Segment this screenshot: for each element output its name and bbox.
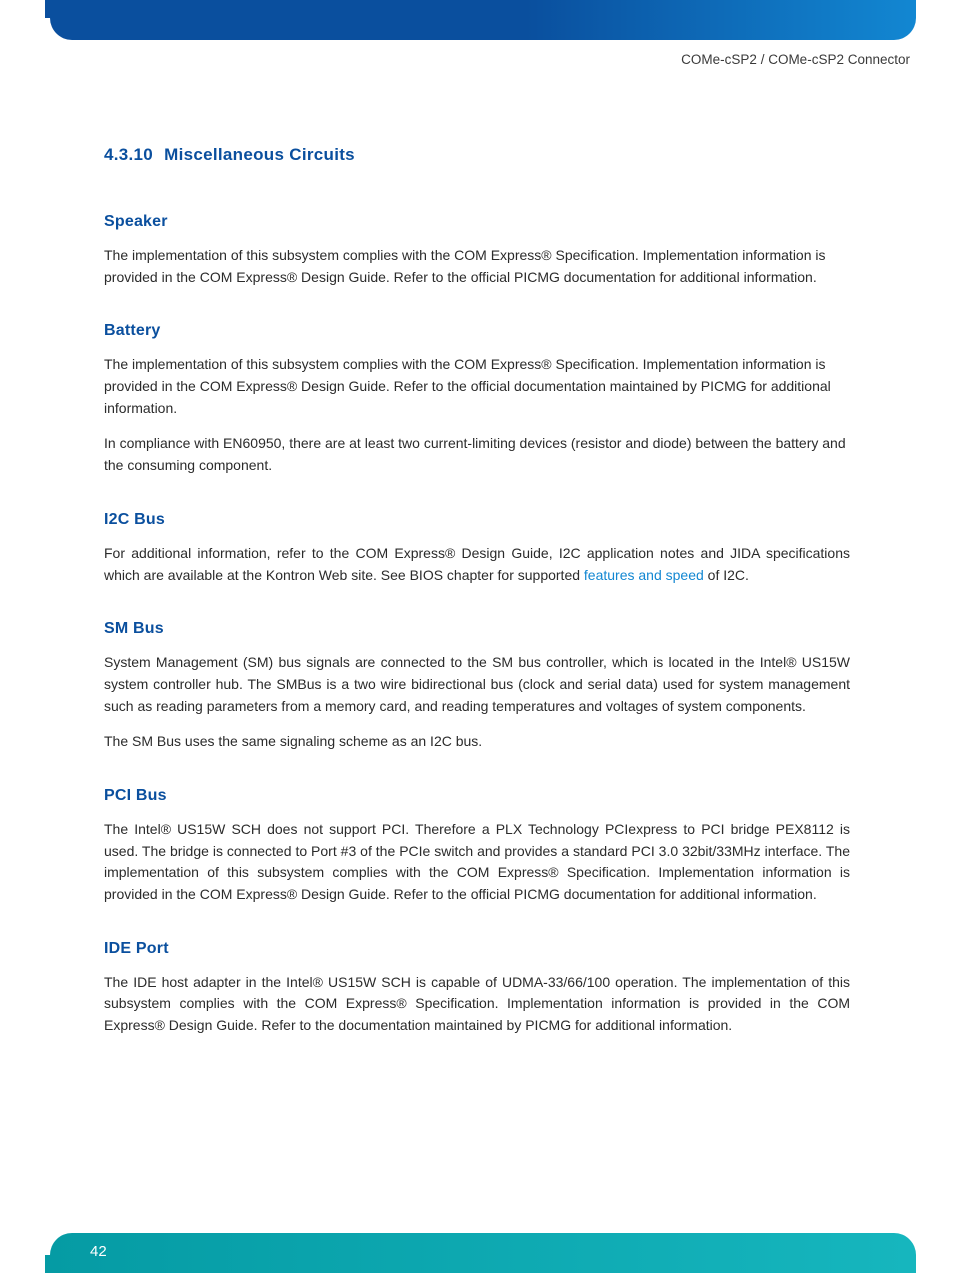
header-bar (50, 0, 916, 40)
subheading-i2c: I2C Bus (104, 511, 850, 529)
text-run: of I2C. (704, 567, 749, 583)
section-number: 4.3.10 (104, 145, 153, 164)
paragraph: In compliance with EN60950, there are at… (104, 433, 850, 476)
link-features-and-speed[interactable]: features and speed (584, 567, 704, 583)
paragraph: The SM Bus uses the same signaling schem… (104, 731, 850, 753)
subheading-speaker: Speaker (104, 213, 850, 231)
section-heading: 4.3.10 Miscellaneous Circuits (104, 145, 850, 165)
paragraph: The IDE host adapter in the Intel® US15W… (104, 972, 850, 1037)
paragraph: For additional information, refer to the… (104, 543, 850, 586)
paragraph: The implementation of this subsystem com… (104, 354, 850, 419)
subheading-ide-port: IDE Port (104, 940, 850, 958)
breadcrumb: COMe-cSP2 / COMe-cSP2 Connector (681, 52, 910, 67)
page-number: 42 (90, 1243, 107, 1260)
paragraph: System Management (SM) bus signals are c… (104, 652, 850, 717)
subheading-pci-bus: PCI Bus (104, 787, 850, 805)
subheading-sm-bus: SM Bus (104, 620, 850, 638)
paragraph: The implementation of this subsystem com… (104, 245, 850, 288)
footer-bar: 42 (50, 1233, 916, 1273)
subheading-battery: Battery (104, 322, 850, 340)
page-content: 4.3.10 Miscellaneous Circuits Speaker Th… (104, 145, 850, 1051)
paragraph: The Intel® US15W SCH does not support PC… (104, 819, 850, 906)
section-title: Miscellaneous Circuits (164, 145, 355, 164)
